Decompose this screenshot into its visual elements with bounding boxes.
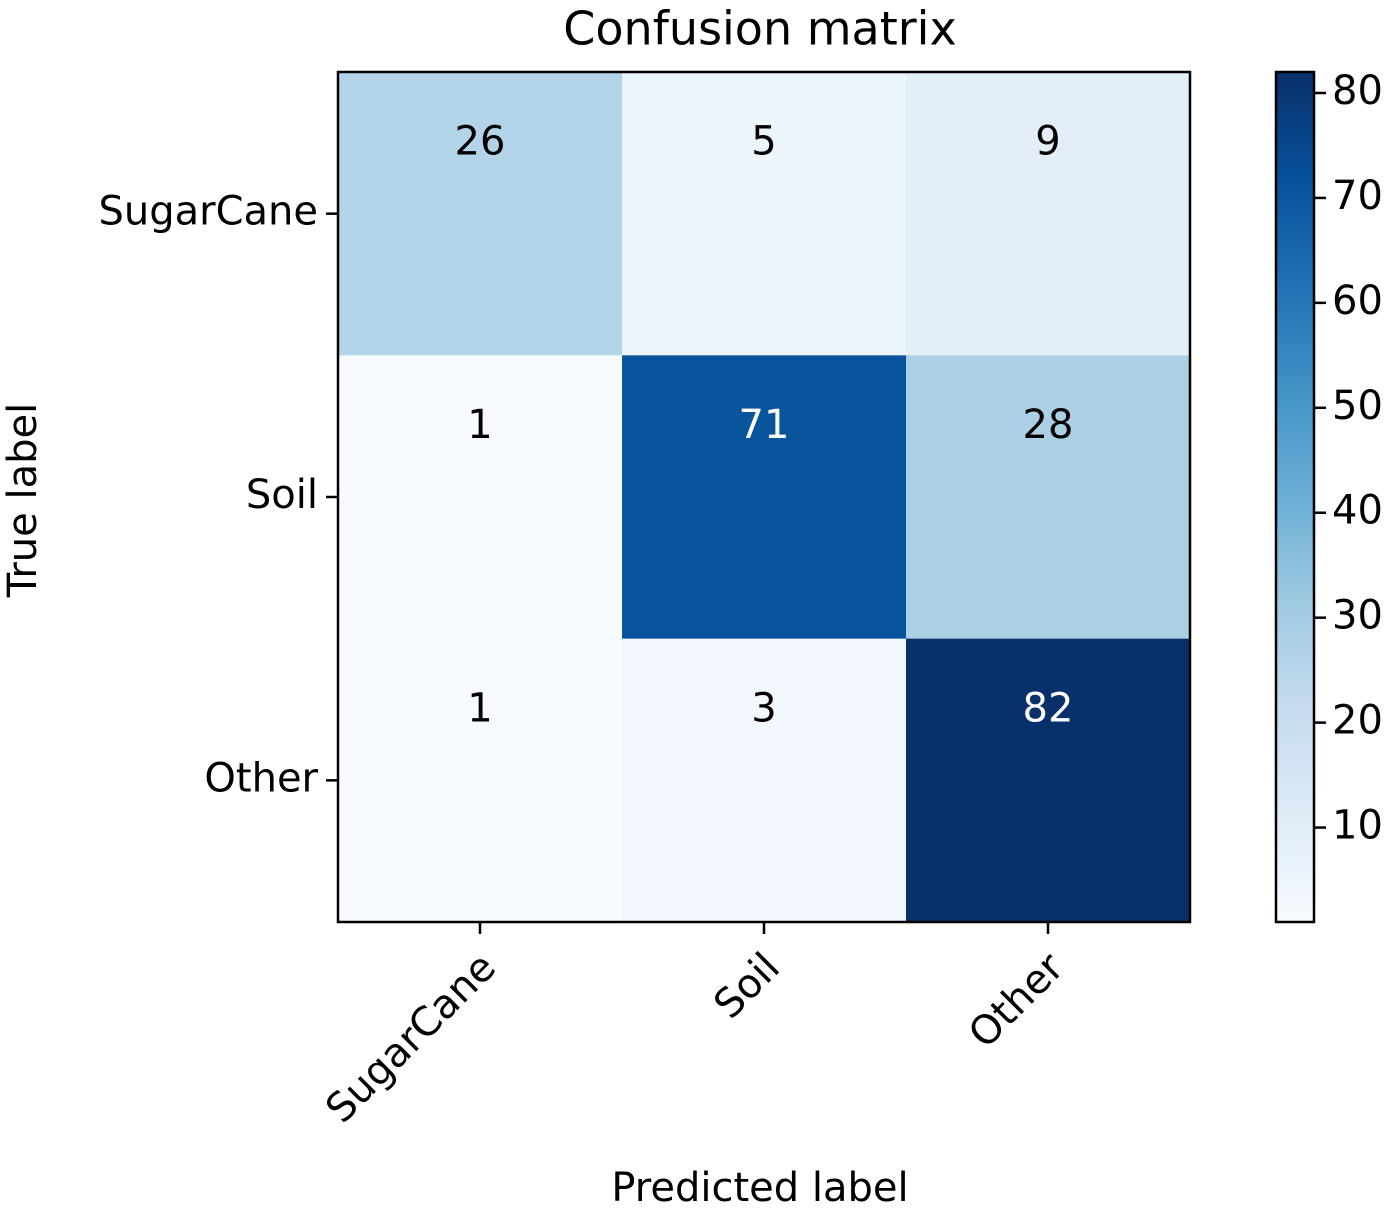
cell-value-label: 1 (467, 402, 492, 448)
cell-value-label: 71 (739, 402, 790, 448)
y-tick-label: Soil (246, 472, 318, 518)
colorbar-tick-label: 80 (1332, 68, 1383, 114)
heatmap-cell (338, 355, 623, 640)
colorbar-tick-label: 50 (1332, 383, 1383, 429)
heatmap-cell (338, 72, 623, 356)
x-tick-label: Other (960, 944, 1073, 1057)
heatmap-cell (338, 638, 623, 923)
heatmap-cell (906, 638, 1191, 923)
heatmap-cell (906, 72, 1191, 356)
x-tick-label: Soil (705, 944, 789, 1028)
cell-value-label: 5 (751, 119, 776, 165)
y-tick-label: SugarCane (99, 189, 319, 235)
x-axis-label: Predicted label (611, 1165, 908, 1211)
heatmap-cell (622, 638, 907, 923)
y-tick-label: Other (204, 755, 318, 801)
colorbar-tick-label: 30 (1332, 593, 1383, 639)
colorbar-tick-label: 60 (1332, 278, 1383, 324)
colorbar-tick-label: 70 (1332, 173, 1383, 219)
cell-value-label: 9 (1035, 119, 1060, 165)
heatmap-cell (906, 355, 1191, 640)
cell-value-label: 28 (1023, 402, 1074, 448)
cell-value-label: 82 (1023, 685, 1074, 731)
cell-value-label: 26 (455, 119, 506, 165)
y-axis-label: True label (0, 403, 46, 598)
colorbar-tick-label: 20 (1332, 698, 1383, 744)
x-tick-label: SugarCane (317, 944, 505, 1132)
chart-title: Confusion matrix (563, 2, 956, 56)
heatmap-cell (622, 72, 907, 356)
cell-value-label: 3 (751, 685, 776, 731)
colorbar-tick-label: 40 (1332, 488, 1383, 534)
heatmap-cell (622, 355, 907, 640)
cell-value-label: 1 (467, 685, 492, 731)
colorbar (1274, 70, 1316, 924)
colorbar-tick-label: 10 (1332, 803, 1383, 849)
